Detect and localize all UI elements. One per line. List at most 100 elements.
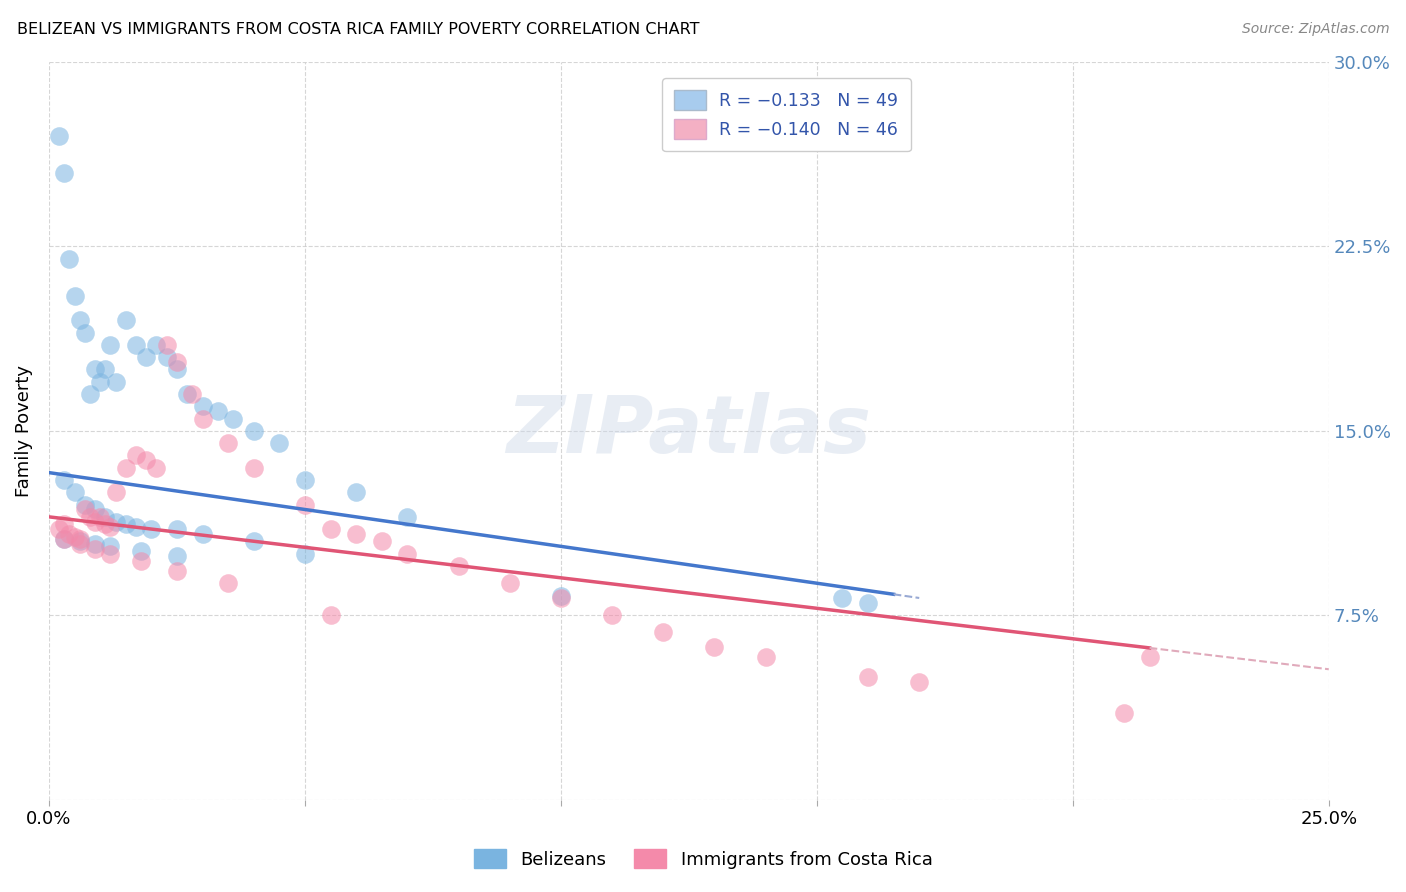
Legend: R = −0.133   N = 49, R = −0.140   N = 46: R = −0.133 N = 49, R = −0.140 N = 46 <box>662 78 911 152</box>
Point <box>100 547 122 561</box>
Legend: Belizeans, Immigrants from Costa Rica: Belizeans, Immigrants from Costa Rica <box>467 842 939 876</box>
Point <box>129 544 152 558</box>
Point <box>600 608 623 623</box>
Point <box>499 576 522 591</box>
Point <box>755 650 778 665</box>
Point <box>652 625 675 640</box>
Point <box>100 540 122 554</box>
Point <box>319 608 342 623</box>
Point <box>156 350 179 364</box>
Point <box>145 338 167 352</box>
Point <box>73 498 96 512</box>
Point <box>53 166 76 180</box>
Point <box>89 509 111 524</box>
Point <box>114 517 136 532</box>
Point <box>135 453 157 467</box>
Point <box>550 591 572 605</box>
Point <box>294 473 316 487</box>
Point <box>125 449 148 463</box>
Point <box>125 519 148 533</box>
Point <box>69 534 91 549</box>
Point <box>84 541 107 556</box>
Point <box>89 375 111 389</box>
Point <box>396 547 419 561</box>
Point <box>181 387 204 401</box>
Point <box>114 313 136 327</box>
Point <box>53 532 76 546</box>
Point <box>84 515 107 529</box>
Point <box>166 549 188 564</box>
Point <box>447 559 470 574</box>
Point <box>908 674 931 689</box>
Point <box>370 534 392 549</box>
Point <box>550 589 572 603</box>
Point <box>166 362 188 376</box>
Point <box>396 509 419 524</box>
Y-axis label: Family Poverty: Family Poverty <box>15 365 32 497</box>
Point <box>191 399 214 413</box>
Point <box>53 532 76 546</box>
Point <box>1112 706 1135 721</box>
Point <box>104 485 127 500</box>
Point <box>69 537 91 551</box>
Point <box>125 338 148 352</box>
Point <box>104 375 127 389</box>
Point <box>242 424 264 438</box>
Point <box>63 529 86 543</box>
Point <box>114 460 136 475</box>
Point <box>856 670 879 684</box>
Point <box>269 436 291 450</box>
Point <box>242 460 264 475</box>
Point <box>156 338 179 352</box>
Point <box>135 350 157 364</box>
Point <box>63 288 86 302</box>
Point <box>69 532 91 546</box>
Point <box>856 596 879 610</box>
Point <box>222 411 245 425</box>
Point <box>344 527 367 541</box>
Point <box>94 509 117 524</box>
Point <box>166 564 188 578</box>
Point <box>69 313 91 327</box>
Point <box>703 640 725 654</box>
Point <box>191 411 214 425</box>
Point <box>344 485 367 500</box>
Point <box>129 554 152 568</box>
Point <box>242 534 264 549</box>
Point <box>79 387 101 401</box>
Point <box>94 517 117 532</box>
Point <box>94 362 117 376</box>
Point <box>294 547 316 561</box>
Point <box>79 509 101 524</box>
Point <box>100 519 122 533</box>
Point <box>84 502 107 516</box>
Text: ZIPatlas: ZIPatlas <box>506 392 872 470</box>
Point <box>100 338 122 352</box>
Point <box>58 252 80 266</box>
Point <box>217 576 239 591</box>
Point <box>166 522 188 536</box>
Point <box>145 460 167 475</box>
Point <box>58 527 80 541</box>
Point <box>207 404 229 418</box>
Point <box>217 436 239 450</box>
Point <box>48 128 70 143</box>
Point <box>84 362 107 376</box>
Point <box>831 591 853 605</box>
Point <box>1139 650 1161 665</box>
Point <box>73 502 96 516</box>
Point <box>63 485 86 500</box>
Point <box>141 522 163 536</box>
Point <box>176 387 198 401</box>
Text: BELIZEAN VS IMMIGRANTS FROM COSTA RICA FAMILY POVERTY CORRELATION CHART: BELIZEAN VS IMMIGRANTS FROM COSTA RICA F… <box>17 22 699 37</box>
Point <box>84 537 107 551</box>
Point <box>191 527 214 541</box>
Text: Source: ZipAtlas.com: Source: ZipAtlas.com <box>1241 22 1389 37</box>
Point <box>48 522 70 536</box>
Point <box>53 473 76 487</box>
Point <box>319 522 342 536</box>
Point <box>166 355 188 369</box>
Point <box>104 515 127 529</box>
Point <box>294 498 316 512</box>
Point <box>73 326 96 340</box>
